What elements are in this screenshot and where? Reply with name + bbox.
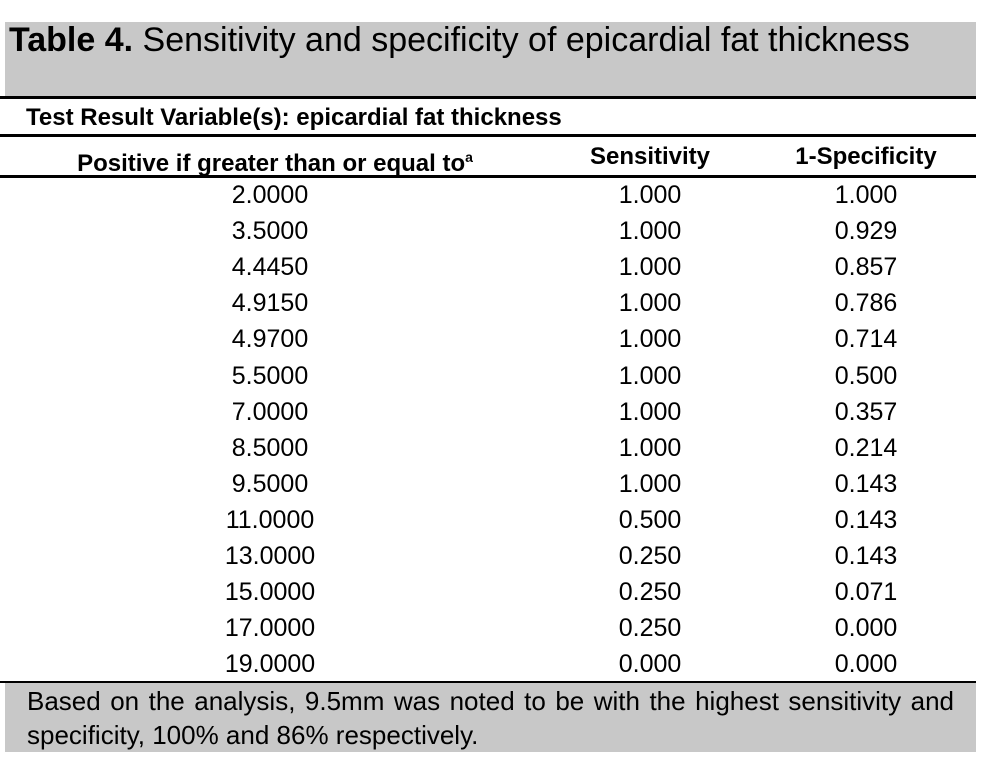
sensitivity-cell: 0.250	[618, 578, 682, 607]
sensitivity-cell: 0.000	[618, 650, 682, 679]
sensitivity-cell: 1.000	[618, 253, 682, 282]
sensitivity-cell: 1.000	[618, 289, 682, 318]
threshold-cell: 15.0000	[224, 578, 316, 607]
sensitivity-cell: 1.000	[618, 397, 682, 426]
threshold-cell: 7.0000	[231, 397, 309, 426]
table-caption: Sensitivity and specificity of epicardia…	[142, 21, 910, 59]
specificity-cell: 0.500	[834, 361, 898, 390]
sensitivity-cell: 1.000	[618, 325, 682, 354]
test-variable-subheader: Test Result Variable(s): epicardial fat …	[26, 104, 562, 131]
specificity-cell: 0.143	[834, 542, 898, 570]
threshold-cell: 17.0000	[224, 614, 316, 643]
column-header-label: Positive if greater than or equal to	[77, 150, 466, 177]
table-footnote: Based on the analysis, 9.5mm was noted t…	[5, 683, 976, 752]
specificity-cell: 0.000	[834, 614, 898, 643]
table-row: 5.5000 1.000 0.500	[0, 358, 976, 394]
threshold-cell: 4.4450	[231, 253, 309, 282]
sensitivity-cell: 0.500	[618, 505, 682, 534]
table-title: Table 4. Sensitivity and specificity of …	[5, 22, 976, 97]
table-row: 4.9700 1.000 0.714	[0, 321, 976, 357]
threshold-cell: 2.0000	[231, 181, 309, 209]
table-row: 15.0000 0.250 0.071	[0, 574, 976, 610]
specificity-cell: 0.786	[834, 289, 898, 318]
threshold-cell: 9.5000	[231, 469, 309, 498]
threshold-cell: 3.5000	[231, 217, 309, 246]
table-row: 19.0000 0.000 0.000	[0, 646, 976, 682]
threshold-cell: 4.9700	[231, 325, 309, 354]
specificity-cell: 0.929	[834, 217, 898, 246]
table-row: 7.0000 1.000 0.357	[0, 394, 976, 430]
threshold-cell: 19.0000	[224, 650, 316, 679]
table-row: 17.0000 0.250 0.000	[0, 610, 976, 646]
specificity-cell: 0.143	[834, 469, 898, 498]
threshold-cell: 8.5000	[231, 433, 309, 462]
specificity-cell: 0.357	[834, 397, 898, 426]
table-label: Table 4.	[9, 21, 134, 59]
footnote-mark: a	[465, 149, 473, 165]
specificity-cell: 0.857	[834, 253, 898, 282]
divider	[0, 681, 976, 683]
specificity-cell: 0.714	[834, 325, 898, 354]
column-header-sensitivity: Sensitivity	[589, 143, 711, 170]
specificity-cell: 0.071	[834, 578, 898, 607]
table-row: 8.5000 1.000 0.214	[0, 430, 976, 466]
specificity-cell: 1.000	[834, 181, 898, 209]
table-row: 11.0000 0.500 0.143	[0, 502, 976, 538]
divider	[0, 96, 976, 99]
table-row: 13.0000 0.250 0.143	[0, 538, 976, 574]
sensitivity-cell: 0.250	[618, 614, 682, 643]
table-row: 2.0000 1.000 1.000	[0, 177, 976, 213]
threshold-cell: 11.0000	[225, 505, 315, 534]
specificity-cell: 0.143	[834, 505, 898, 534]
table-row: 4.9150 1.000 0.786	[0, 285, 976, 321]
sensitivity-cell: 0.250	[618, 542, 682, 570]
divider	[0, 175, 976, 178]
threshold-cell: 13.0000	[224, 542, 316, 570]
table-row: 3.5000 1.000 0.929	[0, 213, 976, 249]
column-header-specificity: 1-Specificity	[795, 143, 937, 170]
threshold-cell: 5.5000	[231, 361, 309, 390]
threshold-cell: 4.9150	[231, 289, 309, 318]
sensitivity-cell: 1.000	[618, 469, 682, 498]
sensitivity-cell: 1.000	[618, 433, 682, 462]
sensitivity-cell: 1.000	[618, 181, 682, 209]
table-row: 9.5000 1.000 0.143	[0, 466, 976, 502]
column-header-threshold: Positive if greater than or equal toa	[20, 139, 530, 177]
sensitivity-cell: 1.000	[618, 217, 682, 246]
table-row: 4.4450 1.000 0.857	[0, 249, 976, 285]
sensitivity-cell: 1.000	[618, 361, 682, 390]
specificity-cell: 0.000	[834, 650, 898, 679]
specificity-cell: 0.214	[834, 433, 898, 462]
divider	[0, 134, 976, 137]
